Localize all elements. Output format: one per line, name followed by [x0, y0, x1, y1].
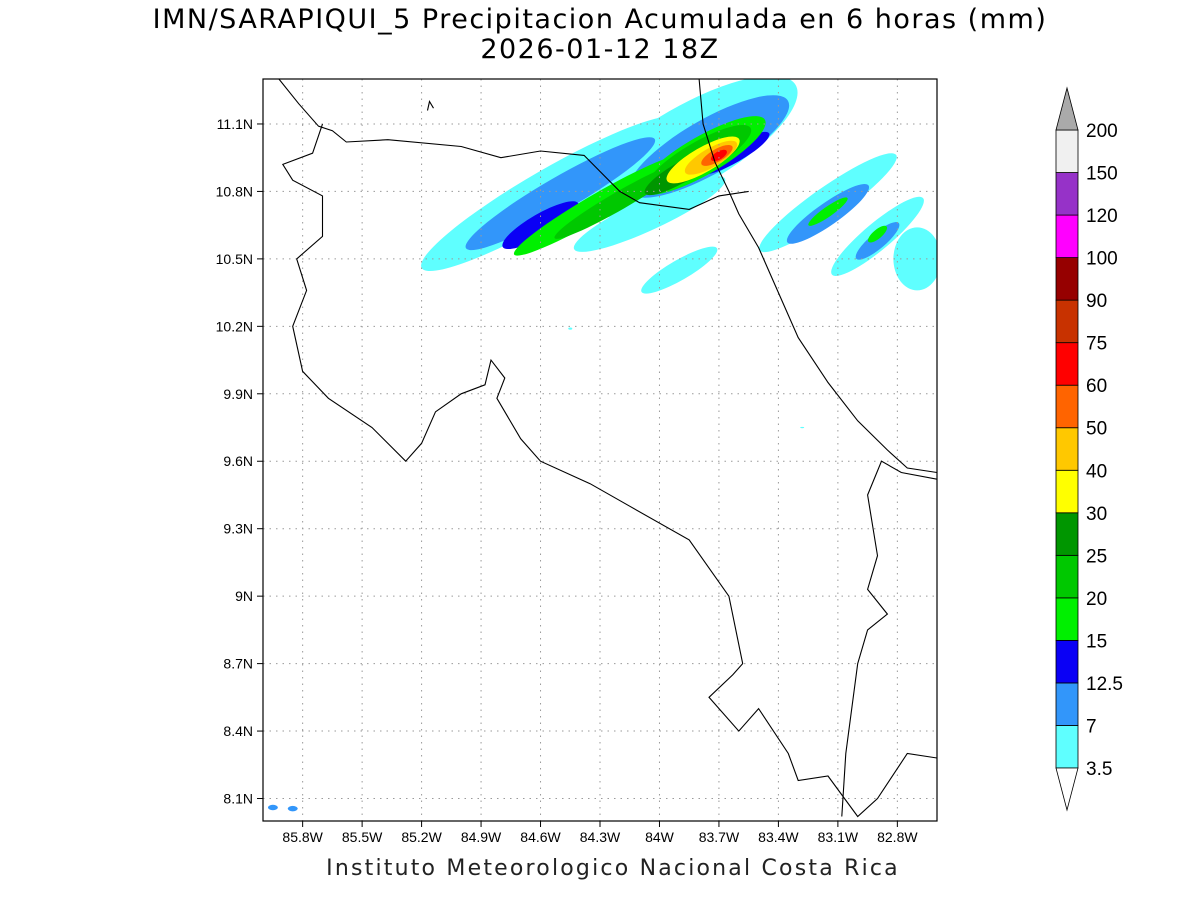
precip-cell-26: [568, 327, 573, 330]
lat-tick-label: 9.3N: [223, 521, 253, 537]
axis-ticks: 85.8W 85.5W 85.2W 84.9W 84.6W 84.3W 84W 83.7W 83…: [216, 116, 919, 845]
lon-tick-label: 83.7W: [699, 829, 740, 845]
lon-tick-label: 84.9W: [461, 829, 502, 845]
colorbar-swatch: [1055, 554, 1079, 599]
precip-cell-2: [573, 175, 726, 252]
colorbar-label: 50: [1086, 419, 1107, 440]
colorbar-over-arrow: [1055, 86, 1079, 131]
lat-tick-label: 10.8N: [216, 183, 253, 199]
colorbar-swatch: [1055, 384, 1079, 429]
colorbar-label: 30: [1086, 504, 1107, 525]
precip-cell-24: [267, 804, 278, 811]
precip-cell-11: [502, 201, 579, 250]
colorbar-swatch: [1055, 299, 1079, 344]
coastline-4: [426, 100, 434, 111]
colorbar-label: 60: [1086, 376, 1107, 397]
colorbar-label: 100: [1086, 249, 1118, 270]
colorbar-swatch: [1055, 640, 1079, 684]
colorbar-swatch: [1055, 469, 1079, 514]
precip-cell-25: [287, 805, 298, 812]
precip-cell-10: [855, 222, 900, 260]
colorbar: 3.5 7 12.5 15 20 25 30 40 50 60 75 90 100 120 150 200: [1055, 86, 1123, 812]
credit-text: Instituto Meteorologico Nacional Costa R…: [326, 856, 900, 881]
colorbar-swatch: [1055, 214, 1079, 258]
lat-tick-label: 8.7N: [223, 656, 253, 672]
lon-tick-label: 85.2W: [401, 829, 442, 845]
colorbar-label: 150: [1086, 164, 1118, 185]
precipitation-layer: [267, 79, 937, 812]
lat-tick-label: 9.6N: [223, 453, 253, 469]
precip-cell-23: [710, 149, 727, 162]
colorbar-swatch: [1055, 725, 1079, 769]
colorbar-swatch: [1055, 427, 1079, 471]
colorbar-under-arrow: [1055, 767, 1079, 812]
lat-tick-label: 10.2N: [216, 318, 253, 334]
colorbar-swatch: [1055, 682, 1079, 726]
colorbar-label: 7: [1086, 716, 1097, 737]
lat-tick-label: 8.4N: [223, 723, 253, 739]
coastline-3: [841, 460, 937, 817]
map-date: 2026-01-12 18Z: [480, 34, 720, 65]
precip-cell-5: [893, 227, 937, 291]
colorbar-label: 200: [1086, 121, 1118, 142]
colorbar-label: 75: [1086, 334, 1107, 355]
grid-lines: [263, 79, 937, 821]
colorbar-label: 25: [1086, 546, 1107, 567]
precip-cell-6: [641, 246, 718, 294]
lat-tick-label: 9.9N: [223, 386, 253, 402]
lon-tick-label: 84W: [645, 829, 675, 845]
lon-tick-label: 85.8W: [282, 829, 323, 845]
lon-tick-label: 83.1W: [818, 829, 859, 845]
lon-tick-label: 82.8W: [877, 829, 918, 845]
colorbar-label: 3.5: [1086, 759, 1112, 780]
coastlines: [278, 79, 937, 818]
colorbar-swatch: [1055, 257, 1079, 301]
precip-cell-27: [800, 426, 805, 429]
lon-tick-label: 83.4W: [758, 829, 799, 845]
lat-tick-label: 11.1N: [217, 116, 253, 132]
coastline-1: [698, 79, 937, 474]
lon-tick-label: 84.3W: [580, 829, 621, 845]
coastline-0: [278, 79, 749, 210]
colorbar-swatch: [1055, 129, 1079, 173]
map-title: IMN/SARAPIQUI_5 Precipitacion Acumulada …: [152, 4, 1048, 35]
colorbar-label: 40: [1086, 461, 1107, 482]
colorbar-swatch: [1055, 512, 1079, 556]
colorbar-label: 15: [1086, 631, 1107, 652]
colorbar-label: 20: [1086, 589, 1107, 610]
colorbar-swatch: [1055, 172, 1079, 216]
lon-tick-label: 85.5W: [342, 829, 383, 845]
precip-cell-7: [465, 137, 656, 251]
colorbar-label: 12.5: [1086, 674, 1123, 695]
coastline-2: [281, 123, 937, 818]
precip-cell-15: [808, 197, 848, 226]
colorbar-label: 120: [1086, 206, 1118, 227]
precip-cell-16: [867, 225, 888, 243]
lat-tick-label: 10.5N: [216, 251, 253, 267]
colorbar-label: 90: [1086, 291, 1107, 312]
colorbar-swatch: [1055, 597, 1079, 641]
lat-tick-label: 8.1N: [223, 791, 253, 807]
colorbar-swatch: [1055, 342, 1079, 386]
lon-tick-label: 84.6W: [520, 829, 561, 845]
lat-tick-label: 9N: [235, 588, 253, 604]
